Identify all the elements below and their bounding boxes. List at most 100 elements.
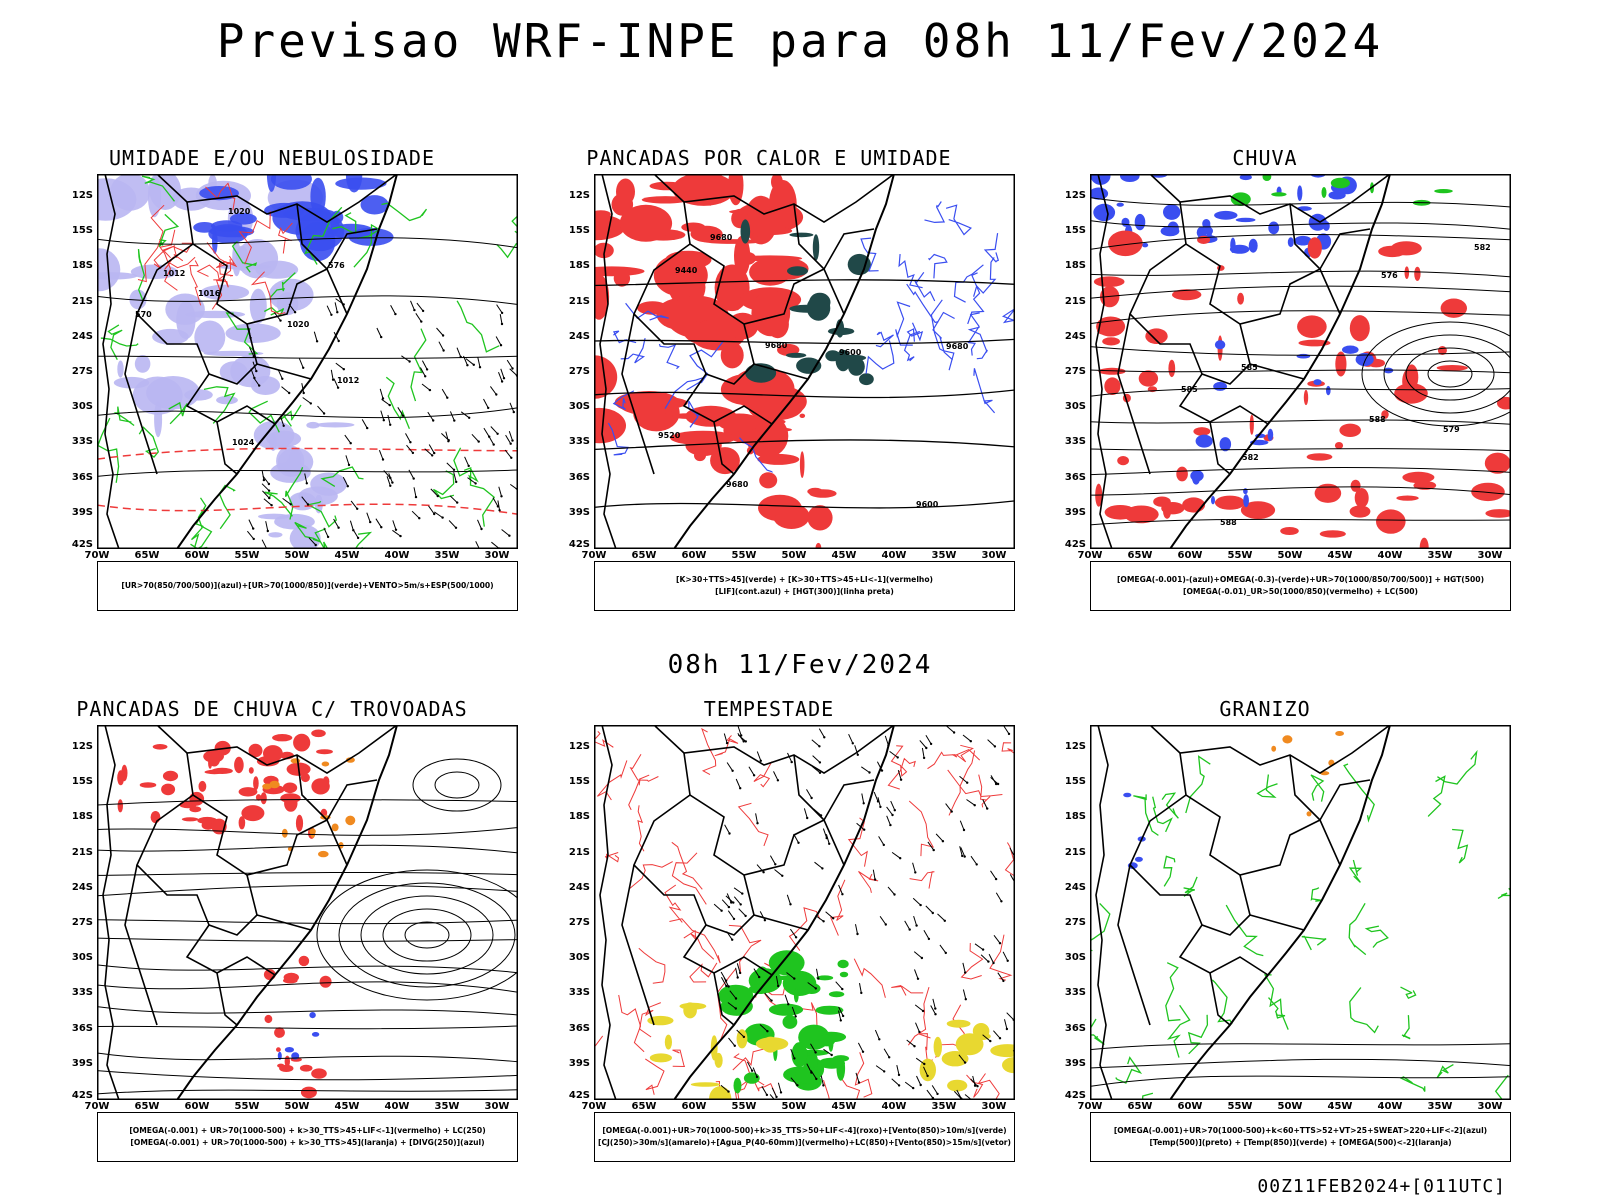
longitude-label: 60W [184, 1101, 210, 1112]
longitude-label: 65W [134, 1101, 160, 1112]
latitude-label: 36S [568, 471, 590, 483]
longitude-label: 70W [84, 1101, 110, 1112]
longitude-label: 30W [1477, 550, 1503, 561]
longitude-label: 30W [981, 550, 1007, 561]
latitude-label: 39S [1064, 1057, 1086, 1069]
longitude-label: 45W [334, 1101, 360, 1112]
latitude-label: 18S [1064, 811, 1086, 823]
legend-box: [OMEGA(-0.001)+UR>70(1000-500)+k>35_TTS>… [594, 1112, 1015, 1162]
latitude-label: 30S [71, 401, 93, 413]
contour-label: 585 [1241, 363, 1258, 372]
forecast-map: 1016 1012 1020 1020 1024 576 570 1012 [97, 174, 518, 549]
longitude-label: 55W [1227, 1101, 1253, 1112]
forecast-map [1090, 725, 1511, 1100]
legend-box: [K>30+TTS>45](verde) + [K>30+TTS>45+LI<-… [594, 561, 1015, 611]
contour-label: 9520 [658, 431, 681, 440]
legend-line: [CJ(250)>30m/s](amarelo)+[Agua_P(40-60mm… [597, 1138, 1012, 1147]
longitude-label: 45W [831, 550, 857, 561]
legend-line: [UR>70(850/700/500)](azul)+[UR>70(1000/8… [121, 581, 494, 590]
contour-label: 576 [328, 261, 345, 270]
contour-label: 588 [1369, 415, 1386, 424]
longitude-label: 45W [334, 550, 360, 561]
latitude-label: 42S [568, 539, 590, 550]
latitude-label: 27S [1064, 366, 1086, 377]
latitude-label: 33S [71, 987, 93, 999]
longitude-label: 55W [731, 550, 757, 561]
longitude-label: 35W [1427, 1101, 1453, 1112]
latitude-label: 30S [1064, 952, 1086, 964]
contour-label: 570 [135, 310, 152, 319]
latitude-label: 39S [71, 1057, 93, 1069]
panel-umidade: UMIDADE E/OU NEBULOSIDADE 1016 1012 1020 102… [37, 146, 518, 646]
longitude-label: 45W [1327, 550, 1353, 561]
contour-label: 588 [1220, 518, 1237, 527]
latitude-label: 15S [71, 225, 93, 237]
latitude-label: 15S [1064, 776, 1086, 788]
contour-label: 1012 [163, 269, 185, 278]
panel-tempestade: TEMPESTADE 12S 15S 18S 21S 24S 27S 30S 33S 36S 39S… [534, 697, 1015, 1197]
longitude-label: 70W [1077, 550, 1103, 561]
contour-label: 9600 [839, 348, 862, 357]
latitude-label: 24S [1064, 881, 1086, 893]
legend-line: [LIF](cont.azul) + [HGT(300)](linha pret… [715, 587, 894, 596]
latitude-label: 18S [1064, 260, 1086, 272]
latitude-label: 18S [71, 811, 93, 823]
latitude-label: 30S [1064, 401, 1086, 413]
forecast-time-title: 08h 11/Fev/2024 [667, 650, 933, 680]
longitude-label: 40W [1377, 1101, 1403, 1112]
latitude-label: 39S [1064, 506, 1086, 518]
legend-box: [UR>70(850/700/500)](azul)+[UR>70(1000/8… [97, 561, 518, 611]
latitude-label: 36S [568, 1022, 590, 1034]
run-info-label: 00Z11FEB2024+[011UTC] [1257, 1176, 1506, 1197]
contour-label: 9680 [946, 342, 969, 351]
legend-box: [OMEGA(-0.001)-(azul)+OMEGA(-0.3)-(verde… [1090, 561, 1511, 611]
longitude-label: 70W [84, 550, 110, 561]
latitude-label: 12S [568, 741, 590, 752]
latitude-label: 36S [71, 1022, 93, 1034]
contour-label: 1012 [337, 376, 359, 385]
latitude-label: 12S [1064, 190, 1086, 201]
longitude-label: 45W [831, 1101, 857, 1112]
longitude-label: 65W [631, 1101, 657, 1112]
longitude-label: 50W [284, 1101, 310, 1112]
contour-label: 9600 [916, 500, 939, 509]
longitude-label: 55W [1227, 550, 1253, 561]
legend-line: [OMEGA(-0.01)_UR>50(1000/850)(vermelho) … [1183, 587, 1418, 596]
contour-label: 582 [1474, 243, 1491, 252]
longitude-label: 70W [1077, 1101, 1103, 1112]
longitude-label: 40W [881, 1101, 907, 1112]
latitude-label: 36S [1064, 471, 1086, 483]
legend-line: [OMEGA(-0.001)-(azul)+OMEGA(-0.3)-(verde… [1116, 575, 1485, 584]
longitude-label: 65W [631, 550, 657, 561]
legend-box: [OMEGA(-0.001)+UR>70(1000-500)+k<60+TTS>… [1090, 1112, 1511, 1162]
contour-label: 576 [1381, 271, 1398, 280]
longitude-label: 40W [384, 1101, 410, 1112]
longitude-label: 70W [581, 1101, 607, 1112]
latitude-label: 30S [71, 952, 93, 964]
contour-label: 9680 [710, 233, 733, 242]
latitude-label: 42S [71, 539, 93, 550]
panel-title: TEMPESTADE [703, 697, 835, 721]
longitude-label: 60W [681, 550, 707, 561]
latitude-label: 15S [568, 225, 590, 237]
latitude-label: 21S [568, 295, 590, 307]
latitude-label: 15S [1064, 225, 1086, 237]
longitude-label: 60W [1177, 550, 1203, 561]
legend-line: [OMEGA(-0.001) + UR>70(1000-500) + k>30_… [130, 1138, 485, 1147]
longitude-label: 40W [1377, 550, 1403, 561]
map-canvas: 1016 1012 1020 1020 1024 576 570 1012 [97, 174, 518, 549]
longitude-label: 65W [134, 550, 160, 561]
longitude-label: 30W [1477, 1101, 1503, 1112]
panel-trovoadas: PANCADAS DE CHUVA C/ TROVOADAS 12S 15S 18S 2… [37, 697, 518, 1197]
longitude-label: 35W [434, 1101, 460, 1112]
latitude-label: 12S [71, 741, 93, 752]
map-canvas: 588 588 585 582 579 576 585 582 [1090, 174, 1511, 549]
panel-title: GRANIZO [1219, 697, 1311, 721]
latitude-label: 42S [71, 1090, 93, 1101]
longitude-label: 50W [1277, 1101, 1303, 1112]
longitude-label: 50W [781, 1101, 807, 1112]
latitude-label: 33S [568, 987, 590, 999]
longitude-label: 55W [731, 1101, 757, 1112]
latitude-label: 12S [568, 190, 590, 201]
longitude-label: 55W [234, 1101, 260, 1112]
